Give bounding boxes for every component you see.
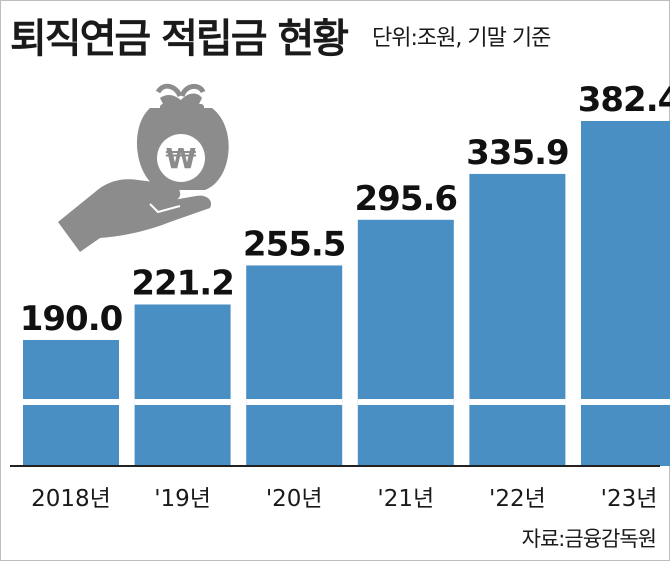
source-note: 자료:금융감독원	[521, 527, 657, 551]
bar-value-label-1: 221.2	[131, 263, 234, 303]
bar-4	[469, 173, 566, 467]
bar-value-label-4: 335.9	[466, 133, 569, 173]
unit-note: 단위:조원, 기말 기준	[372, 26, 551, 51]
axis-break-band-3	[357, 399, 454, 405]
x-tick-label-4: '22년	[489, 486, 546, 512]
tick-labels-group: 2018년 '19년 '20년 '21년 '22년 '23년	[31, 486, 657, 512]
axis-break-band-0	[23, 399, 119, 405]
money-bag-hand-icon: ₩	[58, 83, 229, 252]
x-tick-label-1: '19년	[154, 486, 211, 512]
bar-value-label-0: 190.0	[20, 299, 123, 339]
x-tick-label-0: 2018년	[31, 486, 111, 512]
x-tick-label-3: '21년	[377, 486, 434, 512]
axis-break-band-2	[246, 399, 343, 405]
chart-title: 퇴직연금 적립금 현황	[10, 16, 349, 62]
axis-break-band-5	[581, 399, 670, 405]
bar-3	[357, 219, 454, 466]
bar-2	[246, 265, 343, 466]
bar-5	[581, 121, 670, 466]
bar-1	[134, 304, 231, 466]
bars-group	[23, 121, 670, 467]
axis-break-band-1	[134, 399, 231, 405]
x-tick-label-2: '20년	[266, 486, 323, 512]
x-tick-label-5: '23년	[601, 486, 658, 512]
bar-value-label-2: 255.5	[243, 224, 346, 264]
bar-value-label-5: 382.4	[578, 80, 670, 120]
axis-break-band-4	[469, 399, 566, 405]
won-symbol: ₩	[166, 142, 197, 175]
bar-value-label-3: 295.6	[355, 179, 458, 219]
